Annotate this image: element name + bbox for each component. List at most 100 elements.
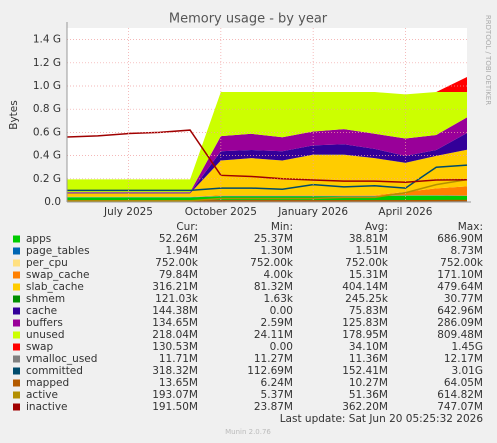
- legend-value: 79.84M: [159, 269, 198, 281]
- legend-value: 1.94M: [166, 245, 198, 257]
- legend-name: page_tables: [26, 245, 90, 257]
- legend-swatch: [13, 295, 20, 303]
- legend-value: 747.07M: [437, 401, 483, 413]
- legend-swatch: [13, 259, 20, 267]
- legend-header: Cur:: [176, 221, 198, 233]
- legend-swatch: [13, 307, 20, 315]
- legend-value: 112.69M: [247, 365, 293, 377]
- footer: Munin 2.0.76: [225, 428, 271, 436]
- legend-value: 5.37M: [261, 389, 293, 401]
- legend-swatch: [13, 235, 20, 243]
- legend-name: slab_cache: [26, 281, 84, 293]
- legend-value: 3.01G: [451, 365, 483, 377]
- legend-name: swap_cache: [26, 269, 90, 281]
- legend-swatch: [13, 379, 20, 387]
- legend-value: 245.25k: [345, 293, 389, 305]
- legend-value: 144.38M: [152, 305, 198, 317]
- stacked-area: [67, 132, 467, 194]
- legend-name: apps: [26, 233, 51, 245]
- y-tick-label: 1.4 G: [33, 34, 61, 46]
- legend-swatch: [13, 247, 20, 255]
- line: [66, 129, 468, 184]
- last-update: Last update: Sat Jun 20 05:25:32 2026: [280, 413, 484, 425]
- legend-swatch: [13, 271, 20, 279]
- legend-value: 25.37M: [254, 233, 293, 245]
- legend-value: 34.10M: [349, 341, 388, 353]
- legend-value: 642.96M: [437, 305, 483, 317]
- x-tick-label: January 2026: [277, 206, 348, 218]
- y-tick-label: 1.0 G: [33, 80, 61, 92]
- legend-header: Max:: [458, 221, 483, 233]
- legend-swatch: [13, 367, 20, 375]
- legend-swatch: [13, 391, 20, 399]
- legend-swatch: [13, 403, 20, 411]
- legend-value: 15.31M: [349, 269, 388, 281]
- legend-value: 121.03k: [155, 293, 199, 305]
- y-tick-label: 0.2 G: [33, 173, 61, 185]
- legend-value: 404.14M: [342, 281, 388, 293]
- legend-header: Avg:: [365, 221, 388, 233]
- legend-value: 193.07M: [152, 389, 198, 401]
- legend-value: 686.90M: [437, 233, 483, 245]
- y-axis-label: Bytes: [8, 100, 20, 129]
- legend-value: 134.65M: [152, 317, 198, 329]
- legend-name: per_cpu: [26, 257, 68, 269]
- legend-swatch: [13, 331, 20, 339]
- legend-value: 752.00k: [345, 257, 389, 269]
- legend-value: 11.71M: [159, 353, 198, 365]
- line: [67, 164, 468, 192]
- legend-value: 752.00k: [250, 257, 294, 269]
- legend-value: 23.87M: [254, 401, 293, 413]
- legend-value: 479.64M: [437, 281, 483, 293]
- legend-value: 318.32M: [152, 365, 198, 377]
- y-tick-label: 0.4 G: [33, 150, 61, 162]
- x-tick-label: October 2025: [185, 206, 257, 218]
- legend-value: 152.41M: [342, 365, 388, 377]
- legend-value: 10.27M: [349, 377, 388, 389]
- legend-value: 0.00: [270, 305, 293, 317]
- chart-title: Memory usage - by year: [169, 12, 328, 27]
- legend-value: 2.59M: [261, 317, 293, 329]
- legend-value: 178.95M: [342, 329, 388, 341]
- legend-value: 218.04M: [152, 329, 198, 341]
- stacked-area: [67, 92, 467, 193]
- legend-value: 30.77M: [444, 293, 483, 305]
- legend-value: 75.83M: [349, 305, 388, 317]
- y-tick-label: 1.2 G: [33, 57, 61, 69]
- plot: [66, 76, 468, 202]
- y-tick-label: 0.6 G: [33, 126, 61, 138]
- legend-value: 614.82M: [437, 389, 483, 401]
- legend-name: shmem: [26, 293, 65, 305]
- legend-value: 316.21M: [152, 281, 198, 293]
- legend-header: Min:: [271, 221, 293, 233]
- legend-value: 24.11M: [254, 329, 293, 341]
- legend-name: committed: [26, 365, 83, 377]
- legend-value: 51.36M: [349, 389, 388, 401]
- y-tick-label: 0.8 G: [33, 103, 61, 115]
- legend: Cur: Min: Avg: Max: apps 52.26M 25.37M 38.81M 68…: [13, 221, 484, 413]
- legend-name: swap: [26, 341, 53, 353]
- legend-value: 6.24M: [261, 377, 293, 389]
- legend-value: 81.32M: [254, 281, 293, 293]
- legend-swatch: [13, 283, 20, 291]
- side-text: RRDTOOL / TOBI OETIKER: [484, 15, 492, 105]
- legend-value: 12.17M: [444, 353, 483, 365]
- legend-name: cache: [26, 305, 57, 317]
- legend-value: 1.63k: [264, 293, 294, 305]
- legend-value: 1.45G: [451, 341, 483, 353]
- legend-value: 8.73M: [451, 245, 483, 257]
- legend-swatch: [13, 319, 20, 327]
- legend-swatch: [13, 343, 20, 351]
- legend-value: 171.10M: [437, 269, 483, 281]
- legend-value: 11.36M: [349, 353, 388, 365]
- legend-value: 286.09M: [437, 317, 483, 329]
- legend-value: 0.00: [270, 341, 293, 353]
- legend-value: 130.53M: [152, 341, 198, 353]
- legend-value: 1.30M: [261, 245, 293, 257]
- legend-name: inactive: [26, 401, 68, 413]
- legend-value: 362.20M: [342, 401, 388, 413]
- legend-value: 64.05M: [444, 377, 483, 389]
- legend-name: buffers: [26, 317, 63, 329]
- legend-name: vmalloc_used: [26, 353, 97, 365]
- legend-value: 52.26M: [159, 233, 198, 245]
